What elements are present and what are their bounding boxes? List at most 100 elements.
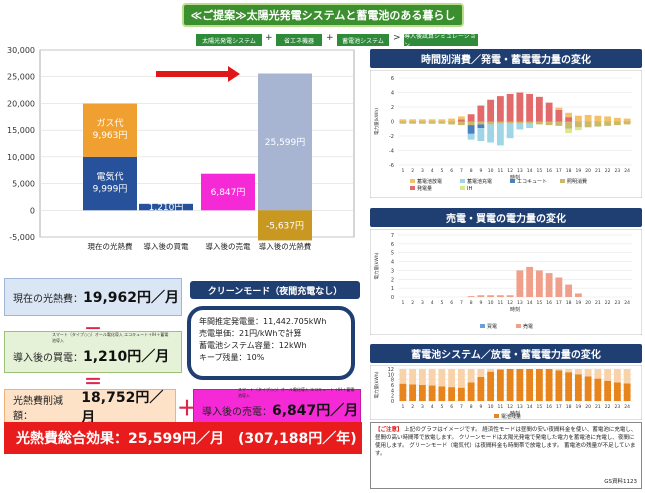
- hourly-bar: [574, 115, 582, 122]
- hourly-bar: [516, 123, 524, 130]
- x-tick-label: 24: [624, 300, 630, 306]
- y-tick-label: 2: [391, 394, 394, 400]
- hourly-bar: [555, 370, 563, 401]
- note-box: 【ご注意】 上記のグラフはイメージです。 経済性モードは昼間の安い夜間料金を使い…: [370, 422, 642, 489]
- y-tick-label: 30,000: [7, 46, 35, 55]
- hourly-bar: [496, 369, 504, 401]
- hourly-bar: [467, 133, 475, 140]
- y-tick-label: 10,000: [7, 153, 35, 162]
- hourly-bar: [457, 116, 465, 120]
- y-tick-label: -6: [389, 163, 394, 169]
- hourly-bar: [506, 93, 514, 122]
- x-tick-label: 7: [460, 300, 463, 306]
- y-tick-label: -4: [389, 149, 394, 155]
- hourly-bar: [623, 383, 631, 401]
- hourly-bar: [506, 369, 514, 401]
- clean-mode-line: キープ残量：10%: [199, 353, 265, 362]
- x-tick-label: 5: [440, 300, 443, 306]
- x-tick-label: 8: [470, 300, 473, 306]
- buy-label: 導入後の買電：: [13, 352, 83, 364]
- hourly-bar: [623, 369, 631, 384]
- hourly-bar: [487, 371, 495, 401]
- hourly-bar: [545, 121, 553, 126]
- x-category-label: 導入後の買電: [144, 241, 189, 251]
- hourly-bar: [477, 369, 485, 377]
- hourly-bar: [623, 121, 631, 125]
- hourly-bar: [594, 378, 602, 401]
- hourly-bar: [487, 99, 495, 122]
- x-tick-label: 12: [507, 404, 513, 410]
- hourly-bar: [496, 369, 504, 370]
- x-tick-label: 19: [576, 404, 582, 410]
- x-tick-label: 21: [595, 404, 601, 410]
- sell-label: 導入後の売電：: [202, 406, 272, 418]
- x-tick-label: 6: [450, 300, 453, 306]
- hourly-bar: [516, 92, 524, 122]
- y-tick-label: 15,000: [7, 126, 35, 135]
- hourly-bar: [574, 374, 582, 401]
- gas-value: 9,963円: [93, 130, 128, 141]
- hourly-bar: [418, 119, 426, 122]
- legend-label: 電池残量: [501, 413, 521, 420]
- hourly-bar: [516, 369, 524, 401]
- current-cost-label: 現在の光熱費：: [13, 293, 83, 305]
- hourly-bar: [613, 369, 621, 383]
- x-tick-label: 1: [401, 300, 404, 306]
- hourly-bar: [535, 270, 543, 297]
- x-tick-label: 13: [517, 168, 523, 174]
- hourly-bar: [467, 121, 475, 126]
- sell-bar-value: 6,847円: [211, 187, 246, 198]
- hourly-bar: [438, 386, 446, 401]
- bar-buy: [139, 203, 193, 211]
- x-tick-label: 2: [411, 168, 414, 174]
- step-simulation: 導入後試算シミュレーション: [404, 33, 478, 49]
- hourly-bar: [487, 369, 495, 372]
- hourly-bar: [418, 369, 426, 385]
- x-tick-label: 15: [537, 404, 543, 410]
- hourly-bar: [604, 380, 612, 401]
- hourly-bar: [448, 121, 456, 125]
- y-tick-label: 6: [391, 242, 394, 248]
- x-tick-label: 20: [585, 168, 591, 174]
- hourly-bar: [496, 123, 504, 146]
- hourly-bar: [438, 121, 446, 124]
- hourly-bar: [496, 121, 504, 124]
- red-arrow: [156, 66, 240, 82]
- hourly-bar: [438, 369, 446, 387]
- hourly-bar: [516, 121, 524, 124]
- hourly-bar: [477, 121, 485, 125]
- panel3-title: 蓄電池システム／放電・蓄電電力量の変化: [370, 344, 642, 363]
- hourly-bar: [477, 377, 485, 401]
- negative-bar-value: -5,637円: [266, 220, 304, 231]
- hourly-bar: [409, 369, 417, 385]
- x-category-label: 導入後の光熱費: [259, 241, 312, 251]
- x-tick-label: 9: [479, 168, 482, 174]
- x-tick-label: 8: [470, 168, 473, 174]
- x-tick-label: 6: [450, 168, 453, 174]
- x-tick-label: 16: [546, 404, 552, 410]
- panel1-title: 時間別消費／発電・蓄電電力量の変化: [370, 49, 642, 68]
- hourly-bar: [467, 125, 475, 134]
- legend-swatch: [410, 186, 415, 190]
- after-bar-value: 25,599円: [265, 137, 306, 148]
- x-tick-label: 22: [605, 300, 611, 306]
- x-tick-label: 8: [470, 404, 473, 410]
- hourly-bar: [565, 128, 573, 134]
- hourly-bar: [584, 114, 592, 122]
- legend-label: 蓄電池充電: [467, 178, 492, 185]
- hourly-bar: [496, 295, 504, 297]
- x-tick-label: 22: [605, 404, 611, 410]
- bar-sell: [201, 173, 255, 211]
- step-solar: 太陽光発電システム: [196, 34, 262, 46]
- hourly-bar: [457, 119, 465, 122]
- x-tick-label: 11: [498, 168, 504, 174]
- sell-value: 6,847円／月: [272, 403, 359, 419]
- buy-value: 1,210円／月: [83, 349, 170, 365]
- x-tick-label: 15: [537, 300, 543, 306]
- bar-electricity: [83, 156, 137, 211]
- hourly-bar: [565, 372, 573, 401]
- x-tick-label: 11: [498, 300, 504, 306]
- hourly-bar: [399, 369, 407, 384]
- current-cost-box: 現在の光熱費： 19,962円／月: [4, 278, 182, 316]
